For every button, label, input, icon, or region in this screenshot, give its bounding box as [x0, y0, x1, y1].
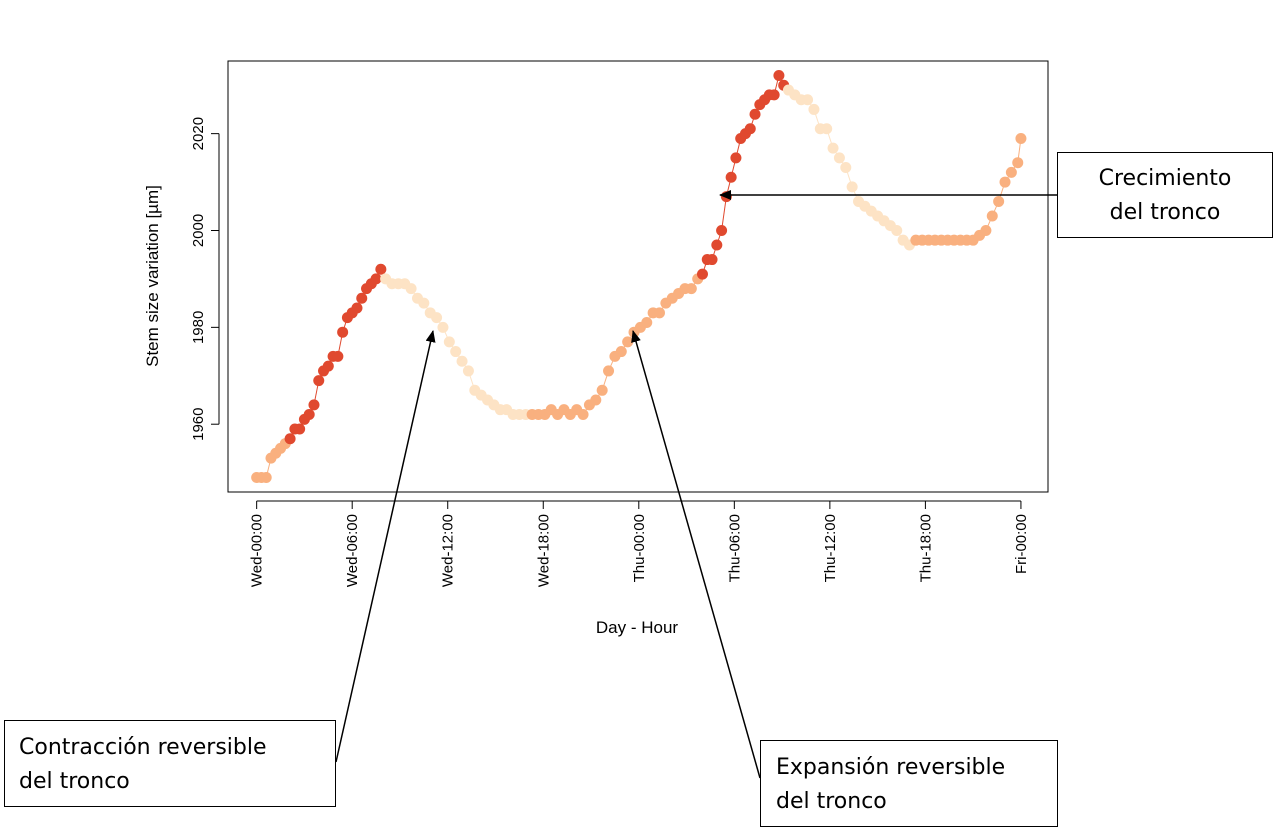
data-point [450, 346, 462, 358]
annotation-contraction-line2: del tronco [19, 769, 130, 794]
data-point [821, 123, 833, 135]
data-point [716, 224, 728, 236]
data-point [891, 224, 903, 236]
annotation-growth-line2: del tronco [1109, 200, 1221, 225]
annotation-growth-box: Crecimiento del tronco [1057, 152, 1273, 238]
y-tick-label: 1960 [190, 408, 207, 441]
data-point [603, 365, 615, 377]
data-point [827, 142, 839, 154]
y-axis-title: Stem size variation [µm] [143, 185, 162, 367]
data-point [437, 321, 449, 333]
data-point [370, 273, 382, 285]
data-point [356, 292, 368, 304]
data-point [706, 254, 718, 266]
data-point [260, 471, 272, 483]
data-point [375, 263, 387, 275]
x-tick-label: Wed-18:00 [535, 514, 552, 587]
data-point [1015, 132, 1027, 144]
data-point [590, 394, 602, 406]
data-point [846, 181, 858, 193]
data-point [596, 384, 608, 396]
x-tick-label: Thu-12:00 [822, 514, 839, 582]
data-point [986, 210, 998, 222]
annotation-arrow-contraction [335, 330, 436, 763]
annotation-contraction-box: Contracción reversible del tronco [4, 720, 336, 807]
data-point [456, 355, 468, 367]
data-point [840, 162, 852, 174]
data-point [725, 171, 737, 183]
annotation-expansion-line1: Expansión reversible [776, 755, 1006, 780]
data-point [980, 224, 992, 236]
data-point [749, 108, 761, 120]
data-point [720, 191, 732, 203]
annotation-expansion-box: Expansión reversible del tronco [760, 740, 1058, 827]
connector-segment [721, 196, 727, 231]
data-point [337, 326, 349, 338]
data-point [1012, 157, 1024, 169]
y-tick-label: 2000 [190, 214, 207, 247]
x-tick-label: Thu-00:00 [631, 514, 648, 582]
y-tick-label: 2020 [190, 117, 207, 150]
data-point [615, 346, 627, 358]
data-point [294, 423, 306, 435]
data-point [284, 433, 296, 445]
x-axis: Wed-00:00 Wed-06:00 Wed-12:00 Wed-18:00 Thu-… [249, 500, 1030, 587]
x-axis-title: Day - Hour [596, 618, 679, 637]
data-point [744, 123, 756, 135]
data-point [653, 307, 665, 319]
data-point [332, 350, 344, 362]
data-point [641, 317, 653, 329]
data-point [999, 176, 1011, 188]
plot-frame [227, 60, 1049, 493]
data-point [802, 94, 814, 106]
data-point [685, 283, 697, 295]
x-tick-label: Thu-18:00 [917, 514, 934, 582]
data-point [993, 195, 1005, 207]
x-tick-label: Wed-06:00 [344, 514, 361, 587]
data-point [768, 89, 780, 101]
data-point [577, 409, 589, 421]
annotation-arrow-expansion [631, 330, 761, 779]
data-point [303, 409, 315, 421]
annotation-growth-line1: Crecimiento [1098, 166, 1232, 191]
y-tick-label: 1980 [190, 311, 207, 344]
data-point [443, 336, 455, 348]
x-tick-label: Thu-06:00 [726, 514, 743, 582]
data-point [322, 360, 334, 372]
x-tick-label: Wed-12:00 [440, 514, 457, 587]
data-point [418, 297, 430, 309]
data-point [730, 152, 742, 164]
x-tick-label: Wed-00:00 [249, 514, 266, 587]
y-axis: 1960 1980 2000 2020 [190, 117, 220, 441]
data-point [351, 302, 363, 314]
data-point [711, 239, 723, 251]
data-points [251, 70, 1027, 483]
data-point [773, 70, 785, 82]
x-tick-label: Fri-00:00 [1013, 514, 1030, 574]
data-point [405, 283, 417, 295]
annotation-contraction-line1: Contracción reversible [19, 735, 267, 760]
annotation-expansion-line2: del tronco [776, 789, 887, 814]
data-point [431, 312, 443, 324]
data-point [833, 152, 845, 164]
data-point [313, 375, 325, 387]
data-point [462, 365, 474, 377]
data-point [622, 336, 634, 348]
data-point [1005, 166, 1017, 178]
data-point [696, 268, 708, 280]
data-point [308, 399, 320, 411]
data-point [808, 103, 820, 115]
